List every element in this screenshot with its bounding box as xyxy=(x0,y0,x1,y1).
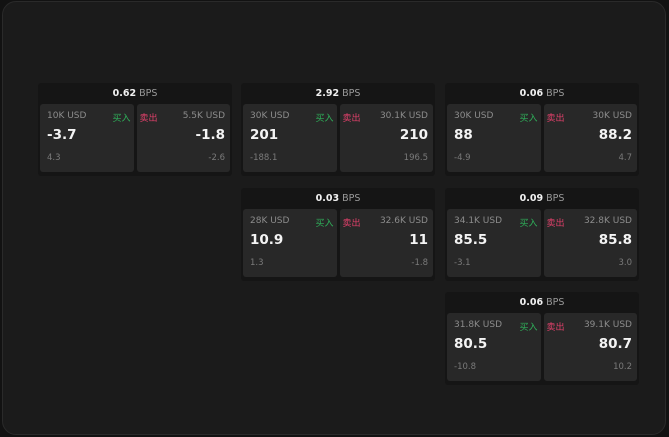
spread-unit: BPS xyxy=(546,297,565,308)
spread-header: 0.06 BPS xyxy=(445,83,639,104)
sell-label: 卖出 xyxy=(342,114,361,124)
spread-value: 0.03 xyxy=(315,193,340,204)
sell-change: 196.5 xyxy=(403,153,428,163)
buy-label: 买入 xyxy=(519,114,538,124)
sell-change: -1.8 xyxy=(411,258,428,268)
buy-change: 4.3 xyxy=(47,153,61,163)
buy-price: 201 xyxy=(250,127,279,143)
spread-header: 2.92 BPS xyxy=(241,83,435,104)
buy-change: -3.1 xyxy=(454,258,471,268)
sell-price: 210 xyxy=(399,127,428,143)
sell-price: 11 xyxy=(409,232,428,248)
buy-price: 85.5 xyxy=(454,232,488,248)
buy-size: 28K USD xyxy=(250,216,290,226)
sell-price: 80.7 xyxy=(598,336,632,352)
sell-size: 32.6K USD xyxy=(379,216,428,226)
spread-header: 0.06 BPS xyxy=(445,292,639,313)
buy-size: 30K USD xyxy=(250,111,290,121)
quote-panel: 0.06 BPS 31.8K USD 买入 80.5 -10.8 卖出 39.1… xyxy=(445,292,639,385)
buy-change: -188.1 xyxy=(250,153,278,163)
sell-cell[interactable]: 卖出 5.5K USD -1.8 -2.6 xyxy=(136,104,230,172)
spread-value: 0.62 xyxy=(112,88,137,99)
buy-price: -3.7 xyxy=(47,127,77,143)
sell-change: -2.6 xyxy=(208,153,225,163)
buy-cell[interactable]: 30K USD 买入 88 -4.9 xyxy=(447,104,541,172)
sell-size: 5.5K USD xyxy=(182,111,225,121)
buy-size: 31.8K USD xyxy=(454,320,503,330)
sell-label: 卖出 xyxy=(546,323,565,333)
buy-change: -10.8 xyxy=(454,362,476,372)
buy-cell[interactable]: 10K USD 买入 -3.7 4.3 xyxy=(40,104,134,172)
buy-price: 10.9 xyxy=(250,232,284,248)
sell-label: 卖出 xyxy=(546,114,565,124)
sell-size: 30.1K USD xyxy=(379,111,428,121)
spread-unit: BPS xyxy=(342,88,361,99)
sell-label: 卖出 xyxy=(546,219,565,229)
sell-price: 88.2 xyxy=(598,127,632,143)
buy-cell[interactable]: 30K USD 买入 201 -188.1 xyxy=(243,104,337,172)
buy-label: 买入 xyxy=(315,219,334,229)
spread-unit: BPS xyxy=(546,88,565,99)
buy-label: 买入 xyxy=(315,114,334,124)
quote-panel: 0.09 BPS 34.1K USD 买入 85.5 -3.1 卖出 32.8K… xyxy=(445,188,639,281)
sell-cell[interactable]: 卖出 32.6K USD 11 -1.8 xyxy=(339,209,433,277)
buy-label: 买入 xyxy=(519,219,538,229)
spread-unit: BPS xyxy=(342,193,361,204)
quote-panel: 0.06 BPS 30K USD 买入 88 -4.9 卖出 30K USD 8… xyxy=(445,83,639,176)
sell-size: 32.8K USD xyxy=(583,216,632,226)
sell-label: 卖出 xyxy=(139,114,158,124)
sell-cell[interactable]: 卖出 30K USD 88.2 4.7 xyxy=(543,104,637,172)
buy-change: 1.3 xyxy=(250,258,264,268)
spread-unit: BPS xyxy=(546,193,565,204)
spread-value: 0.09 xyxy=(519,193,544,204)
sell-cell[interactable]: 卖出 39.1K USD 80.7 10.2 xyxy=(543,313,637,381)
buy-label: 买入 xyxy=(519,323,538,333)
quote-panel: 2.92 BPS 30K USD 买入 201 -188.1 卖出 30.1K … xyxy=(241,83,435,176)
spread-unit: BPS xyxy=(139,88,158,99)
sell-label: 卖出 xyxy=(342,219,361,229)
buy-label: 买入 xyxy=(112,114,131,124)
spread-header: 0.62 BPS xyxy=(38,83,232,104)
sell-change: 4.7 xyxy=(618,153,632,163)
buy-size: 10K USD xyxy=(47,111,87,121)
sell-change: 3.0 xyxy=(618,258,632,268)
buy-price: 80.5 xyxy=(454,336,488,352)
sell-size: 39.1K USD xyxy=(583,320,632,330)
quote-panel: 0.62 BPS 10K USD 买入 -3.7 4.3 卖出 5.5K USD… xyxy=(38,83,232,176)
sell-price: 85.8 xyxy=(598,232,632,248)
buy-size: 34.1K USD xyxy=(454,216,503,226)
spread-value: 0.06 xyxy=(519,297,544,308)
buy-cell[interactable]: 31.8K USD 买入 80.5 -10.8 xyxy=(447,313,541,381)
quote-panel: 0.03 BPS 28K USD 买入 10.9 1.3 卖出 32.6K US… xyxy=(241,188,435,281)
buy-price: 88 xyxy=(454,127,473,143)
spread-header: 0.09 BPS xyxy=(445,188,639,209)
spread-value: 2.92 xyxy=(315,88,340,99)
sell-cell[interactable]: 卖出 30.1K USD 210 196.5 xyxy=(339,104,433,172)
sell-change: 10.2 xyxy=(613,362,632,372)
sell-cell[interactable]: 卖出 32.8K USD 85.8 3.0 xyxy=(543,209,637,277)
spread-header: 0.03 BPS xyxy=(241,188,435,209)
buy-cell[interactable]: 28K USD 买入 10.9 1.3 xyxy=(243,209,337,277)
buy-change: -4.9 xyxy=(454,153,471,163)
spread-value: 0.06 xyxy=(519,88,544,99)
buy-size: 30K USD xyxy=(454,111,494,121)
sell-size: 30K USD xyxy=(592,111,632,121)
buy-cell[interactable]: 34.1K USD 买入 85.5 -3.1 xyxy=(447,209,541,277)
sell-price: -1.8 xyxy=(195,127,225,143)
